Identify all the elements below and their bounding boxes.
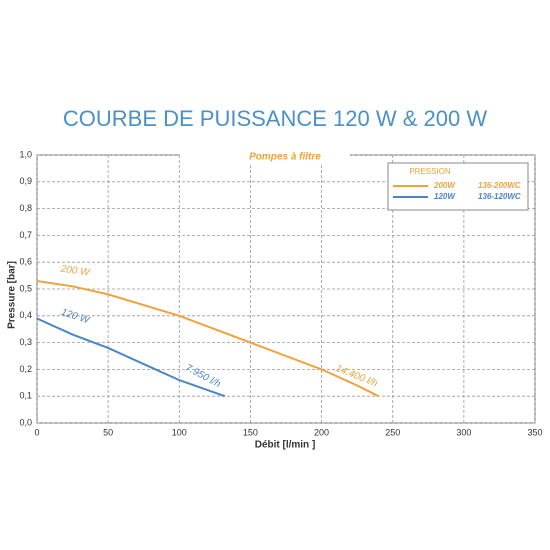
- x-tick-label: 300: [456, 427, 471, 437]
- y-tick-label: 0,8: [19, 203, 32, 213]
- y-tick-label: 0,4: [19, 310, 32, 320]
- y-tick-label: 0,1: [19, 391, 32, 401]
- series-end-label: 7.950 l/h: [183, 362, 222, 390]
- legend-name: 200W: [433, 181, 456, 190]
- y-tick-label: 0,2: [19, 364, 32, 374]
- subtitle-bg: [180, 150, 350, 164]
- subtitle: Pompes à filtre: [249, 152, 321, 163]
- series-label: 200 W: [59, 264, 92, 279]
- y-tick-label: 0,3: [19, 337, 32, 347]
- legend-title: PRESSION: [409, 167, 451, 176]
- y-tick-label: 0,9: [19, 176, 32, 186]
- legend-model: 136-200WC: [478, 181, 521, 190]
- legend-model: 136-120WC: [478, 192, 521, 201]
- y-tick-label: 1,0: [19, 149, 32, 159]
- legend-name: 120W: [434, 192, 456, 201]
- x-axis-label: Débit [l/min ]: [255, 440, 316, 451]
- chart-title: COURBE DE PUISSANCE 120 W & 200 W: [63, 106, 487, 131]
- x-tick-label: 200: [314, 427, 329, 437]
- y-axis-label: Pressure [bar]: [7, 261, 18, 329]
- y-tick-label: 0,7: [19, 230, 32, 240]
- y-tick-label: 0,0: [19, 417, 32, 427]
- x-tick-label: 350: [527, 427, 542, 437]
- x-tick-label: 250: [385, 427, 400, 437]
- series-label: 120 W: [60, 307, 92, 327]
- x-tick-label: 50: [103, 427, 113, 437]
- x-tick-label: 0: [34, 427, 39, 437]
- y-tick-label: 0,6: [19, 257, 32, 267]
- series-line: [36, 317, 226, 398]
- x-tick-label: 150: [243, 427, 258, 437]
- y-tick-label: 0,5: [19, 283, 32, 293]
- x-tick-label: 100: [172, 427, 187, 437]
- series-line: [36, 279, 379, 398]
